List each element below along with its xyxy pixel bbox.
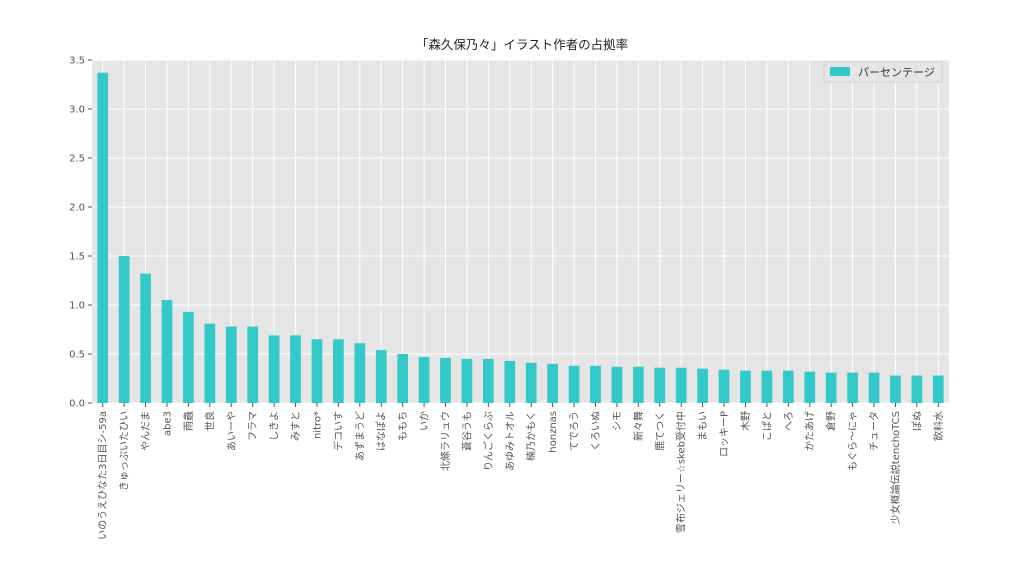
bar (161, 300, 173, 403)
y-tick-label: 2.0 (69, 203, 85, 214)
bar (375, 350, 387, 403)
legend-frame (823, 61, 943, 83)
y-tick-label: 1.5 (69, 252, 85, 263)
bar (333, 339, 344, 403)
bar (890, 375, 901, 403)
bar (290, 335, 301, 403)
bar (97, 72, 109, 404)
y-tick-label: 3.5 (69, 56, 85, 67)
bar (204, 323, 216, 403)
x-tick-label: かたあげ (804, 411, 816, 451)
x-tick-label: 蒼谷うも (461, 411, 473, 451)
bar (225, 326, 237, 403)
x-tick-label: くろいぬ (590, 411, 602, 451)
x-tick-label: ぽぬ (911, 411, 923, 431)
bar (654, 367, 666, 403)
bar (697, 368, 708, 403)
bar (268, 335, 280, 403)
x-tick-label: いか (419, 411, 431, 431)
bar (675, 367, 687, 403)
plot-area (92, 60, 949, 403)
x-tick-label: フラマ (247, 411, 259, 441)
bar (847, 372, 858, 403)
x-tick-label: もぐら〜にゃ (847, 411, 859, 471)
x-tick-label: しきよ (269, 411, 281, 441)
x-tick-label: 雨蟲 (182, 411, 195, 431)
x-tick-label: チュータ (869, 411, 881, 451)
y-tick-label: 0.5 (69, 350, 85, 361)
x-tick-label: 倉野 (825, 411, 838, 431)
bar (118, 256, 130, 403)
bar (311, 339, 323, 403)
bar (568, 365, 580, 403)
chart-title: 「森久保乃々」イラスト作者の占拠率 (416, 37, 628, 52)
x-tick-label: はなぽよ (376, 411, 388, 451)
x-tick-label: てでろう (569, 411, 581, 451)
x-tick-label: いのうえひなた3日目シ-59a (97, 411, 109, 540)
bar (461, 358, 473, 403)
y-tick-label: 2.5 (69, 154, 85, 165)
x-tick-label: きゅっぷいたひい (119, 411, 131, 491)
bar (354, 343, 366, 403)
bar (782, 370, 794, 403)
bar (740, 370, 751, 403)
legend-label: パーセンテージ (858, 66, 935, 79)
bar (718, 369, 730, 403)
x-tick-label: こぱと (761, 411, 773, 441)
x-tick-label: 飲料水 (932, 411, 945, 441)
bar (504, 360, 516, 403)
x-tick-label: 北條ラリュウ (439, 411, 452, 471)
x-tick-label: シモ (612, 411, 623, 431)
bar (761, 370, 773, 403)
bar (525, 362, 537, 403)
bar (590, 365, 601, 403)
x-tick-label: 鹿てつく (653, 411, 666, 451)
x-tick-label: あゆみトオル (504, 411, 516, 471)
bar (483, 358, 494, 403)
bar (547, 363, 558, 403)
y-tick-label: 1.0 (69, 301, 85, 312)
x-tick-label: デコいす (332, 411, 345, 451)
x-tick-label: みすと (290, 411, 302, 441)
x-tick-label: 木野 (740, 411, 752, 431)
bar (418, 356, 430, 403)
x-tick-label: 楠乃かもく (525, 411, 538, 461)
legend: パーセンテージ (823, 61, 943, 83)
bar (397, 354, 409, 403)
bar (825, 372, 837, 403)
x-tick-label: へろ (784, 411, 795, 431)
x-tick-label: あいーや (226, 411, 238, 451)
y-tick-label: 3.0 (69, 105, 85, 116)
x-tick-label: やんだま (140, 411, 152, 451)
x-tick-label: abe3 (162, 411, 173, 436)
x-tick-label: 少女概論伝説tenchoTCS (889, 411, 902, 524)
bar (804, 371, 816, 403)
bar (932, 375, 944, 403)
bar (440, 357, 451, 403)
bar (611, 366, 623, 403)
x-tick-label: 世良 (203, 411, 216, 431)
x-tick-label: nitro* (312, 411, 323, 439)
x-tick-label: 雪布ジェリー☆skeb受付中 (675, 411, 688, 533)
bar (868, 372, 880, 403)
x-tick-label: 新々舞 (632, 411, 645, 441)
x-tick-label: ももち (397, 411, 409, 441)
bar (247, 326, 259, 403)
y-tick-label: 0.0 (69, 399, 85, 410)
x-tick-label: honznas (548, 411, 559, 453)
x-tick-label: ロッキーP (720, 411, 731, 457)
x-tick-label: りんごくらぶ (482, 411, 495, 471)
bar (183, 311, 194, 403)
bar (632, 366, 644, 403)
x-tick-label: まもい (697, 411, 709, 441)
bar (140, 273, 151, 403)
legend-swatch (830, 67, 850, 76)
bar (911, 375, 923, 403)
x-tick-label: あずまうど (354, 411, 366, 461)
